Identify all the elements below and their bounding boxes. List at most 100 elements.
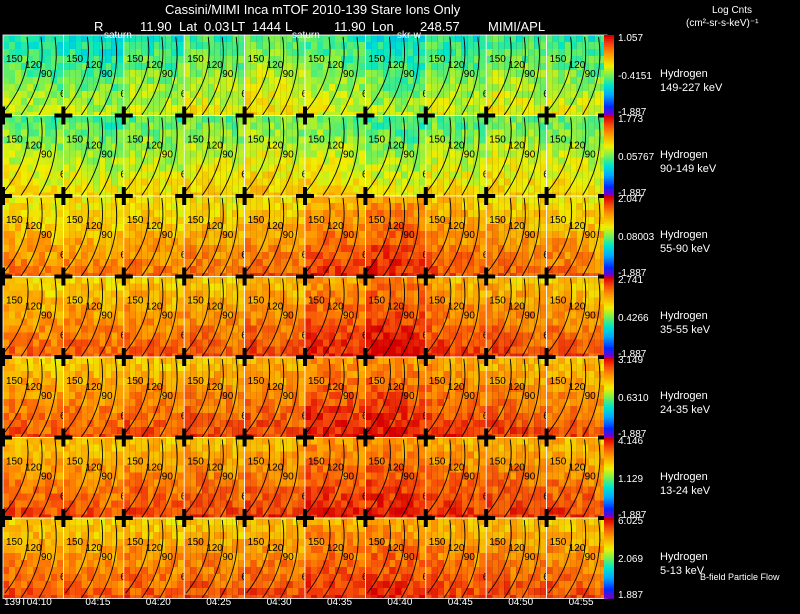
pixel [154,112,160,116]
pixel [57,291,63,298]
contour-label: 90 [41,69,53,80]
pixel [33,49,39,56]
pixel [202,196,208,203]
pixel [178,49,184,56]
pixel [69,42,75,49]
pixel [407,273,413,277]
pixel [148,70,154,77]
pixel [154,273,160,277]
pixel [93,277,99,284]
pixel [559,193,565,197]
pixel [257,123,263,130]
pixel [359,210,365,217]
pixel [450,105,456,112]
pixel [69,151,75,158]
pixel [347,84,353,91]
pixel [81,35,87,42]
pixel [275,231,281,238]
pixel [565,179,571,186]
pixel [269,193,275,197]
pixel [142,165,148,172]
pixel [57,130,63,137]
contour-label: 150 [550,215,567,226]
pixel [33,277,39,284]
pixel [105,291,111,298]
pixel [160,98,166,105]
pixel [214,196,220,203]
pixel [468,35,474,42]
pixel [33,151,39,158]
pixel [105,49,111,56]
pixel [365,238,371,245]
contour-label: 90 [283,311,295,322]
pixel [419,238,425,245]
contour-label: 120 [25,302,42,313]
pixel [559,123,565,130]
pixel [432,84,438,91]
pixel [45,42,51,49]
pixel [160,165,166,172]
pixel [516,186,522,193]
pixel [377,98,383,105]
pixel [492,35,498,42]
pixel [190,165,196,172]
pixel [329,186,335,193]
pixel [105,298,111,305]
pixel [450,238,456,245]
pixel [553,186,559,193]
pixel [87,273,93,277]
pixel [45,217,51,224]
pixel [293,340,299,347]
pixel [365,172,371,179]
pixel [275,193,281,197]
pixel [432,186,438,193]
pixel [438,116,444,123]
pixel [335,284,341,291]
pixel [154,98,160,105]
pixel [257,284,263,291]
pixel [504,179,510,186]
pixel [299,298,305,305]
pixel [196,116,202,123]
pixel [87,186,93,193]
pixel [444,98,450,105]
pixel [486,165,492,172]
pixel [45,35,51,42]
pixel [238,35,244,42]
pixel [486,158,492,165]
contour-label: 90 [343,150,355,161]
pixel [540,35,546,42]
pixel [105,266,111,273]
pixel [395,273,401,277]
pixel [559,42,565,49]
pixel [281,245,287,252]
pixel [486,35,492,42]
pixel [553,165,559,172]
pixel [516,259,522,266]
pixel [75,259,81,266]
pixel [432,165,438,172]
pixel [21,35,27,42]
pixel [565,203,571,210]
pixel [389,245,395,252]
pixel [432,77,438,84]
pixel [383,91,389,98]
pixel [27,77,33,84]
pixel [232,172,238,179]
pixel [9,319,15,326]
pixel [299,42,305,49]
pixel [69,266,75,273]
pixel [136,151,142,158]
pixel [3,151,9,158]
pixel [426,91,432,98]
pixel [142,84,148,91]
pixel [136,98,142,105]
pixel [419,231,425,238]
pixel [75,158,81,165]
contour-label: 150 [429,215,446,226]
pixel [395,42,401,49]
